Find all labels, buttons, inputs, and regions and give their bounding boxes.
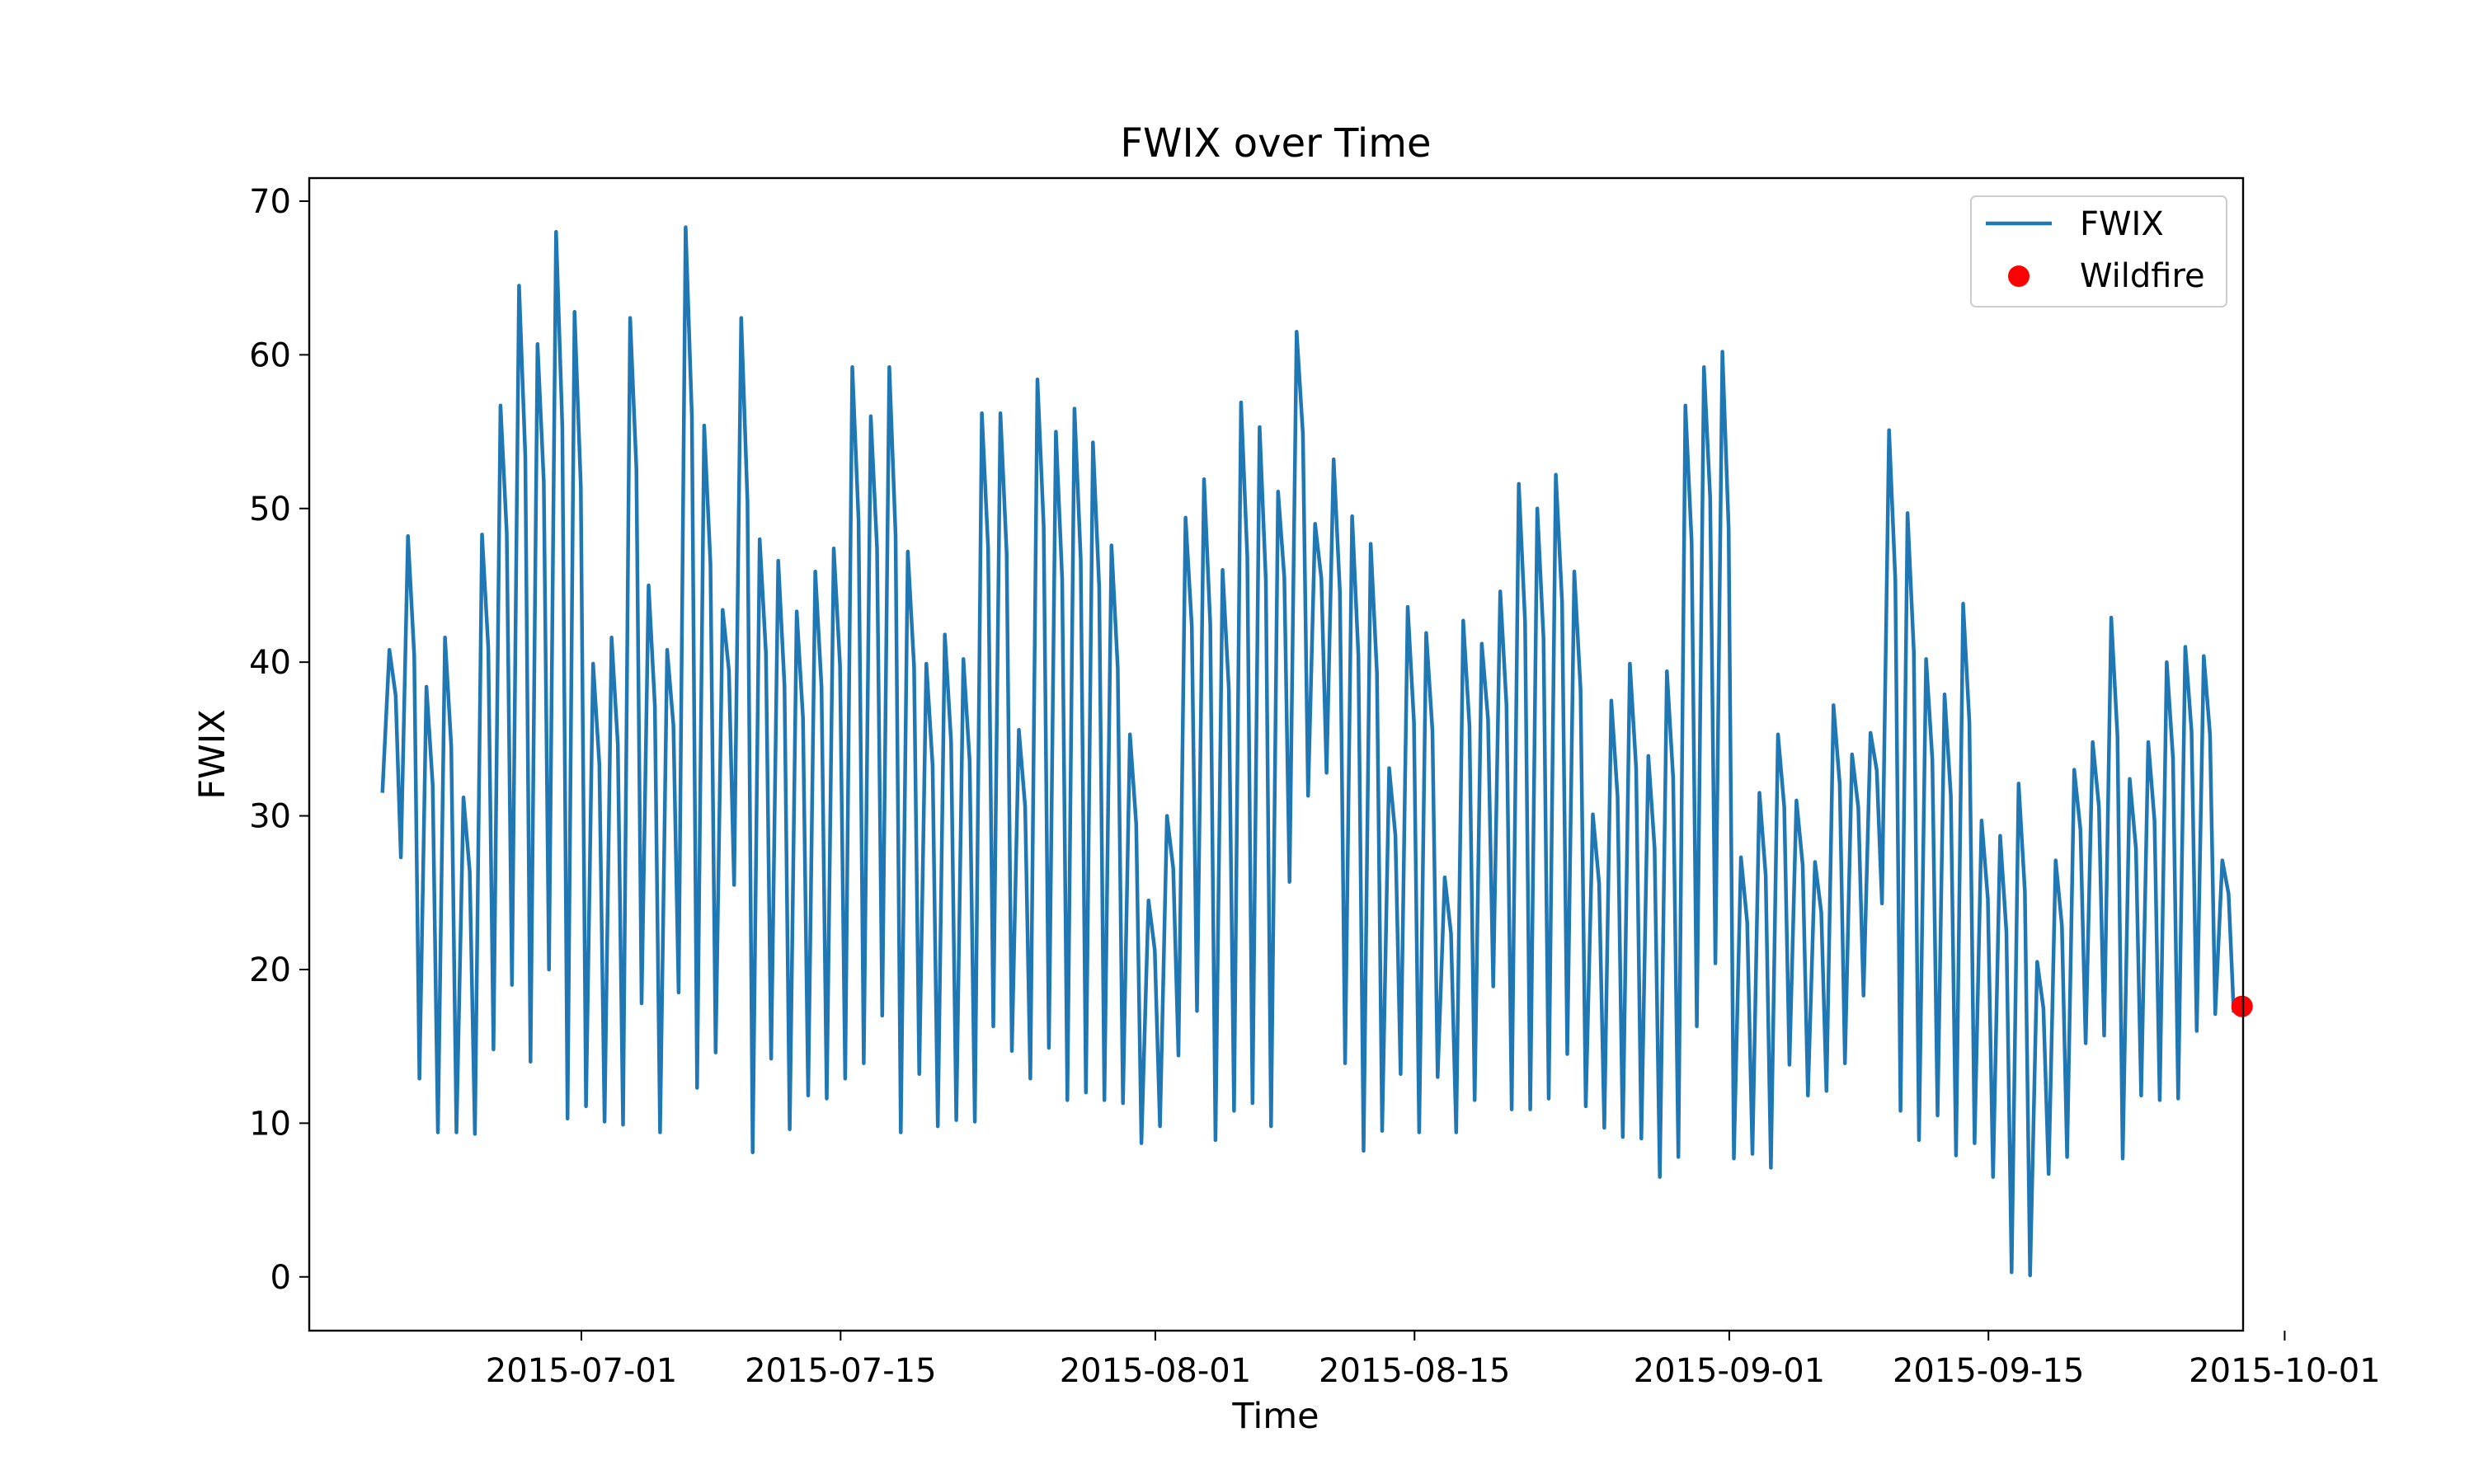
plot-frame <box>308 176 2245 1332</box>
chart-title: FWIX over Time <box>1120 120 1431 167</box>
x-tick-label: 2015-10-01 <box>2189 1352 2380 1390</box>
legend: FWIX Wildfire <box>1970 195 2227 308</box>
y-tick-label: 70 <box>249 183 291 221</box>
y-tick-label: 10 <box>249 1105 291 1143</box>
y-axis-title: FWIX <box>192 709 233 799</box>
y-tick-label: 40 <box>249 644 291 682</box>
x-axis-title: Time <box>1231 1396 1319 1437</box>
y-tick-label: 50 <box>249 491 291 528</box>
legend-label-wildfire: Wildfire <box>2080 257 2205 295</box>
x-tick-label: 2015-09-01 <box>1634 1352 1825 1390</box>
y-tick-label: 0 <box>270 1259 291 1297</box>
legend-marker-swatch <box>2008 265 2030 287</box>
y-tick-label: 30 <box>249 798 291 836</box>
x-tick-label: 2015-08-01 <box>1060 1352 1251 1390</box>
wildfire-point <box>2231 995 2253 1017</box>
y-tick-label: 20 <box>249 951 291 989</box>
x-tick-label: 2015-08-15 <box>1319 1352 1510 1390</box>
y-axis-ticks: 0 10 20 30 40 50 60 70 <box>249 183 309 1297</box>
x-axis-ticks: 2015-07-01 2015-07-15 2015-08-01 2015-08-15… <box>486 1331 2381 1390</box>
x-tick-label: 2015-09-15 <box>1893 1352 2084 1390</box>
fwix-series-line <box>380 225 2236 1278</box>
x-tick-label: 2015-07-15 <box>745 1352 936 1390</box>
x-tick-label: 2015-07-01 <box>486 1352 677 1390</box>
y-tick-label: 60 <box>249 336 291 374</box>
legend-label-fwix: FWIX <box>2080 205 2164 243</box>
wildfire-marker-layer <box>2231 995 2253 1017</box>
fwix-series-layer <box>380 225 2236 1278</box>
